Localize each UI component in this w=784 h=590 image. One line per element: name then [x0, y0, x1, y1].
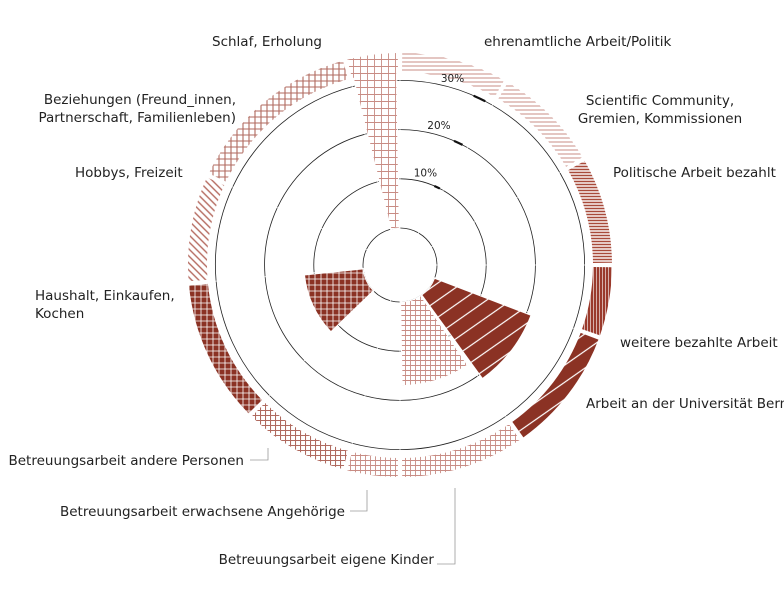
category-label-5: Betreuungsarbeit eigene Kinder — [219, 552, 435, 568]
grid-ring-3-seg-5 — [400, 416, 506, 450]
category-label-6-line-0: Betreuungsarbeit erwachsene Angehörige — [60, 504, 345, 520]
grid-ring-2-seg-2 — [517, 197, 536, 265]
grid-ring-2-seg-6 — [365, 395, 400, 401]
grid-ring-1-seg-6 — [377, 347, 400, 352]
category-label-2: Politische Arbeit bezahlt — [613, 165, 776, 181]
grid-ring-2-seg-8 — [264, 277, 305, 361]
grid-ring-2-seg-10 — [277, 133, 365, 208]
grid-ring-2-seg-9 — [264, 207, 278, 277]
category-band-6 — [347, 451, 398, 477]
category-label-9: Hobbys, Freizeit — [75, 165, 183, 181]
grid-ring-3-seg-2 — [559, 172, 585, 265]
grid-ring-2-seg-0 — [400, 129, 468, 148]
category-label-7: Betreuungsarbeit andere Personen — [8, 453, 244, 469]
grid-ring-1-seg-7 — [339, 325, 378, 349]
tick-label-1: 20% — [427, 120, 450, 132]
category-label-11-line-0: Schlaf, Erholung — [212, 34, 322, 50]
tick-label-0: 10% — [414, 167, 437, 179]
grid-ring-1-seg-3 — [480, 265, 487, 295]
category-label-1-line-1: Gremien, Kommissionen — [578, 111, 742, 127]
category-band-5 — [402, 424, 520, 477]
grid-ring-2-seg-7 — [304, 360, 365, 397]
category-label-9-line-0: Hobbys, Freizeit — [75, 165, 183, 181]
radial-tick-labels: 10% 20% 30% — [414, 73, 486, 190]
grid-ring-0-seg-7 — [373, 291, 391, 302]
grid-ring-3-seg-1 — [492, 104, 561, 173]
category-label-11: Schlaf, Erholung — [212, 34, 322, 50]
grid-ring-2-seg-3 — [526, 265, 536, 312]
category-band-8 — [189, 283, 263, 414]
category-band-9 — [188, 177, 225, 282]
category-band-11 — [347, 53, 398, 79]
wedge-11 — [352, 70, 400, 230]
grid-ring-3-seg-3 — [573, 265, 585, 328]
category-band-4 — [512, 332, 599, 438]
grid-ring-3-seg-4 — [505, 328, 574, 417]
category-label-0: ehrenamtliche Arbeit/Politik — [484, 34, 671, 50]
grid-ring-0-seg-3 — [434, 265, 438, 278]
grid-ring-1-seg-0 — [400, 178, 443, 191]
grid-ring-0-seg-10 — [366, 228, 391, 250]
category-band-10 — [208, 60, 349, 182]
tick-label-2: 30% — [441, 73, 464, 85]
grid-ring-0-seg-6 — [390, 300, 400, 303]
grid-ring-0-seg-2 — [431, 246, 438, 265]
grid-ring-2-seg-1 — [467, 147, 518, 198]
category-band-0 — [402, 53, 505, 97]
category-labels: ehrenamtliche Arbeit/Politik Scientific C… — [8, 34, 784, 568]
grid-ring-0-seg-9 — [362, 249, 367, 268]
tick-marker-2 — [473, 94, 486, 103]
category-band-7 — [251, 402, 349, 470]
category-label-10-line-1: Partnerschaft, Familienleben) — [38, 110, 236, 126]
category-label-0-line-0: ehrenamtliche Arbeit/Politik — [484, 34, 671, 50]
grid-ring-3-seg-10 — [232, 86, 352, 187]
category-label-2-line-0: Politische Arbeit bezahlt — [613, 165, 776, 181]
category-label-7-line-0: Betreuungsarbeit andere Personen — [8, 453, 244, 469]
category-ring — [188, 53, 612, 477]
data-wedges — [303, 70, 532, 387]
category-label-10: Beziehungen (Freund_innen, Partnerschaft,… — [38, 92, 236, 126]
category-label-3-line-0: weitere bezahlte Arbeit — [620, 335, 778, 351]
category-label-5-line-0: Betreuungsarbeit eigene Kinder — [219, 552, 435, 568]
category-label-4-line-0: Arbeit an der Universität Bern — [586, 396, 784, 412]
category-label-3: weitere bezahlte Arbeit — [620, 335, 778, 351]
wedge-4 — [421, 277, 532, 380]
radial-grid — [215, 80, 585, 450]
grid-ring-3-seg-6 — [352, 443, 400, 450]
category-band-2 — [568, 160, 612, 263]
category-label-1-line-0: Scientific Community, — [586, 93, 734, 109]
wedge-8 — [303, 268, 375, 333]
grid-ring-3-seg-9 — [215, 187, 233, 281]
category-label-8-line-0: Haushalt, Einkaufen, — [35, 288, 175, 304]
category-label-6: Betreuungsarbeit erwachsene Angehörige — [60, 504, 345, 520]
tick-marker-1 — [453, 139, 464, 146]
grid-ring-3-seg-7 — [269, 395, 352, 444]
leader-line-6 — [350, 490, 368, 512]
grid-ring-0-seg-0 — [400, 227, 419, 234]
category-label-10-line-0: Beziehungen (Freund_innen, — [44, 92, 236, 108]
grid-ring-1-seg-2 — [474, 222, 487, 265]
category-band-1 — [498, 82, 583, 167]
category-label-4: Arbeit an der Universität Bern — [586, 396, 784, 412]
tick-marker-0 — [433, 184, 441, 190]
grid-ring-1-seg-1 — [443, 190, 475, 222]
grid-ring-1-seg-9 — [313, 228, 323, 273]
grid-ring-1-seg-10 — [321, 181, 378, 229]
leader-line-5 — [437, 488, 456, 565]
wedge-5 — [400, 294, 469, 387]
grid-ring-3-seg-8 — [215, 281, 270, 396]
leader-line-7 — [250, 448, 269, 461]
category-band-3 — [582, 267, 612, 336]
category-label-8: Haushalt, Einkaufen, Kochen — [35, 288, 175, 322]
category-label-1: Scientific Community, Gremien, Kommission… — [578, 93, 742, 127]
category-label-8-line-1: Kochen — [35, 306, 84, 322]
grid-ring-2-seg-5 — [400, 375, 478, 401]
grid-ring-0-seg-1 — [418, 232, 433, 247]
